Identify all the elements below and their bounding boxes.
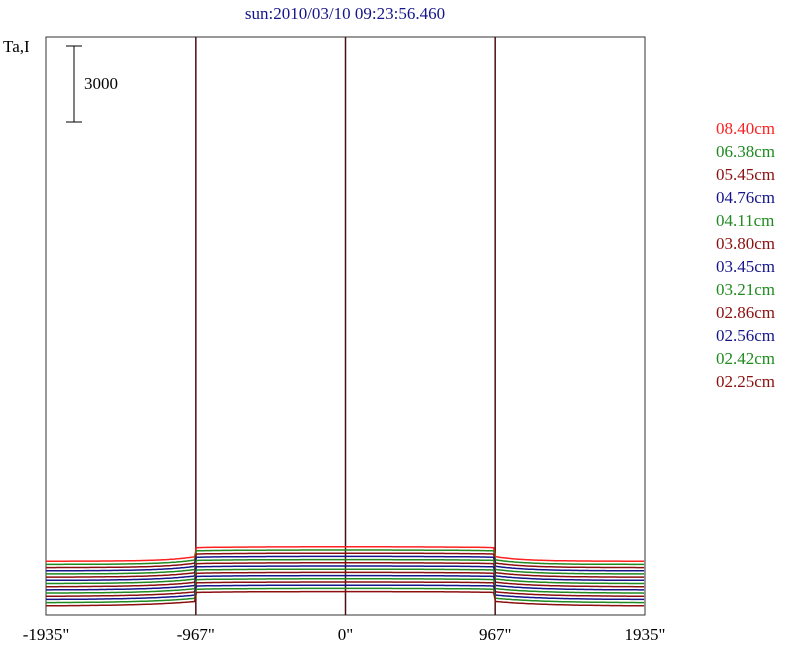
chart-title: sun:2010/03/10 09:23:56.460 <box>245 4 445 23</box>
legend-entry: 03.80cm <box>716 234 775 253</box>
series-line-8 <box>46 571 645 588</box>
legend-entry: 05.45cm <box>716 165 775 184</box>
series-line-1 <box>46 549 645 566</box>
scale-bar-label: 3000 <box>84 74 118 93</box>
legend-entry: 02.25cm <box>716 372 775 391</box>
series-group <box>45 546 645 607</box>
x-tick-labels: -1935" -967" 0" 967" 1935" <box>23 625 666 644</box>
legend-entry: 06.38cm <box>716 142 775 161</box>
vertical-lines <box>195 37 496 615</box>
x-tick-label: 967" <box>479 625 511 644</box>
legend-entry: 02.42cm <box>716 349 775 368</box>
legend: 08.40cm 06.38cm 05.45cm 04.76cm 04.11cm 03.80… <box>716 119 775 391</box>
legend-entry: 02.56cm <box>716 326 775 345</box>
legend-entry: 03.45cm <box>716 257 775 276</box>
x-tick-label: -1935" <box>23 625 70 644</box>
legend-entry: 03.21cm <box>716 280 775 299</box>
x-tick-label: 0" <box>338 625 353 644</box>
series-line-7 <box>46 568 645 585</box>
legend-entry: 08.40cm <box>716 119 775 138</box>
series-line-12 <box>46 584 645 601</box>
series-line-3 <box>46 555 645 572</box>
series-line-13 <box>46 587 645 604</box>
x-tick-label: -967" <box>177 625 215 644</box>
series-line-11 <box>46 581 645 597</box>
series-line-9 <box>46 574 645 591</box>
y-axis-label: Ta,I <box>3 37 30 56</box>
series-line-2 <box>46 552 645 569</box>
series-line-6 <box>46 565 645 582</box>
legend-entry: 04.11cm <box>716 211 774 230</box>
legend-entry: 02.86cm <box>716 303 775 322</box>
series-line-14 <box>46 590 645 607</box>
series-line-0 <box>46 546 645 562</box>
series-line-10 <box>45 578 645 594</box>
series-line-4 <box>46 558 645 575</box>
series-line-5 <box>46 562 645 578</box>
legend-entry: 04.76cm <box>716 188 775 207</box>
x-tick-label: 1935" <box>625 625 666 644</box>
scale-bar: 3000 <box>66 45 118 123</box>
